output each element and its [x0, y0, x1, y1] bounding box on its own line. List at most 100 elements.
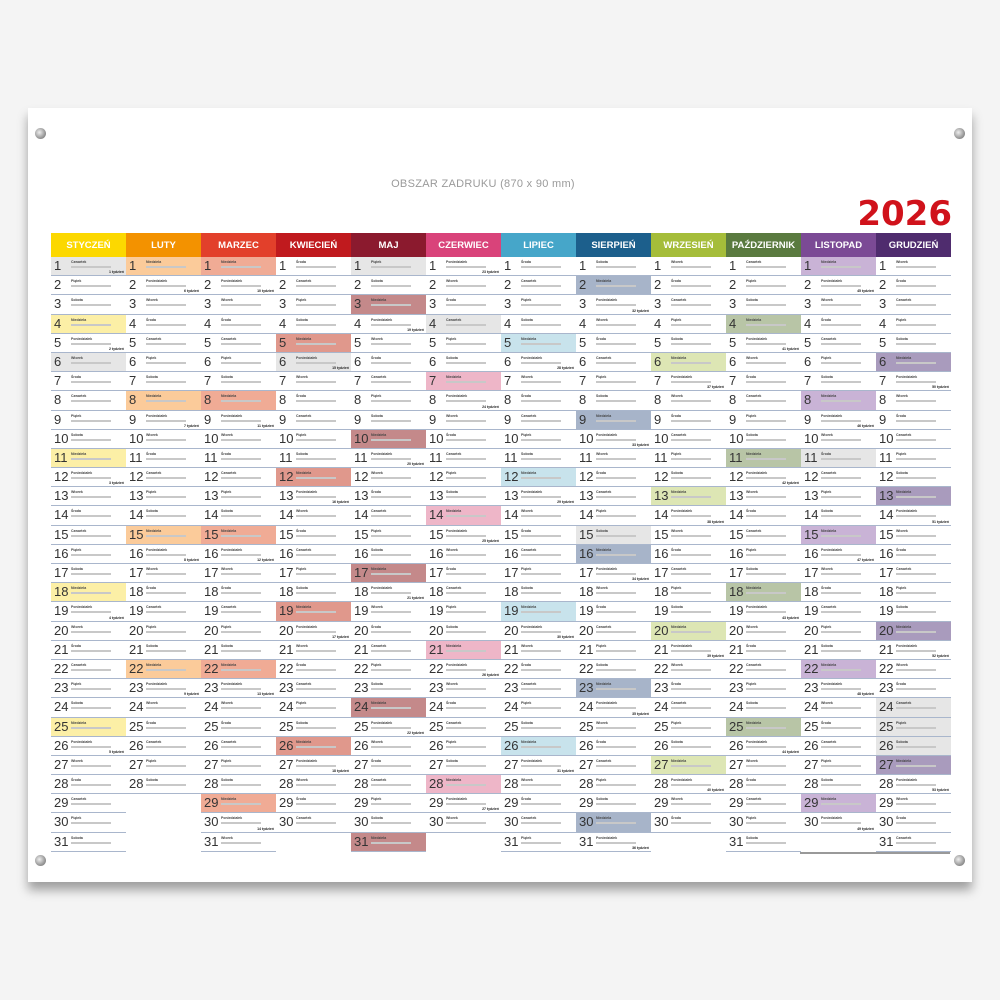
day-cell[interactable]: 11 Sobota [501, 449, 576, 469]
day-cell[interactable]: 14 Sobota [201, 506, 276, 526]
day-cell[interactable]: 6 Wtorek [51, 352, 126, 373]
day-cell[interactable]: 31 Sobota [51, 833, 126, 852]
day-cell[interactable]: 13 Wtorek [51, 487, 126, 507]
day-cell[interactable]: 26 Piątek [426, 737, 501, 756]
day-cell[interactable]: 22 Wtorek [876, 660, 951, 680]
day-cell[interactable]: 23 Środa [876, 679, 951, 699]
day-cell[interactable]: 9 Piątek [726, 411, 801, 430]
day-cell[interactable]: 8 Poniedziałek 24 tydzień [426, 391, 501, 411]
day-cell[interactable]: 4 Środa [126, 315, 201, 334]
day-cell[interactable]: 11 Wtorek [576, 449, 651, 469]
day-cell[interactable]: 9 Niedziela [576, 410, 651, 430]
day-cell[interactable]: 10 Piątek [501, 430, 576, 449]
day-cell[interactable]: 13 Sobota [426, 487, 501, 507]
day-cell[interactable]: 13 Poniedziałek 16 tydzień [276, 487, 351, 507]
day-cell[interactable]: 8 Czwartek [51, 391, 126, 411]
day-cell[interactable]: 23 Sobota [351, 679, 426, 699]
day-cell[interactable]: 18 Niedziela [51, 583, 126, 603]
day-cell[interactable]: 13 Piątek [201, 487, 276, 507]
day-cell[interactable]: 24 Niedziela [351, 698, 426, 718]
day-cell[interactable]: 2 Poniedziałek 45 tydzień [801, 276, 876, 296]
day-cell[interactable]: 2 Czwartek [501, 276, 576, 296]
day-cell[interactable]: 16 Piątek [726, 545, 801, 564]
day-cell[interactable]: 3 Czwartek [876, 295, 951, 315]
day-cell[interactable]: 16 Środa [876, 545, 951, 564]
day-cell[interactable]: 16 Wtorek [426, 545, 501, 564]
day-cell[interactable]: 29 Niedziela [801, 794, 876, 814]
day-cell[interactable]: 23 Piątek [51, 679, 126, 699]
day-cell[interactable]: 14 Sobota [801, 506, 876, 526]
day-cell[interactable]: 27 Wtorek [726, 756, 801, 776]
day-cell[interactable]: 31 Czwartek [876, 833, 951, 852]
day-cell[interactable]: 21 Sobota [801, 641, 876, 660]
day-cell[interactable]: 10 Czwartek [651, 430, 726, 449]
day-cell[interactable]: 25 Piątek [876, 717, 951, 737]
day-cell[interactable]: 7 Wtorek [276, 372, 351, 392]
day-cell[interactable]: 15 Sobota [576, 525, 651, 545]
day-cell[interactable]: 27 Środa [351, 756, 426, 776]
day-cell[interactable]: 23 Czwartek [501, 679, 576, 699]
day-cell[interactable]: 5 Poniedziałek 2 tydzień [51, 334, 126, 353]
day-cell[interactable]: 22 Piątek [351, 660, 426, 680]
day-cell[interactable]: 14 Środa [51, 506, 126, 526]
day-cell[interactable]: 12 Sobota [876, 468, 951, 488]
day-cell[interactable]: 19 Wtorek [351, 602, 426, 622]
day-cell[interactable]: 27 Piątek [126, 756, 201, 776]
day-cell[interactable]: 24 Czwartek [876, 698, 951, 718]
day-cell[interactable]: 1 Poniedziałek 23 tydzień [426, 257, 501, 277]
day-cell[interactable]: 29 Sobota [576, 794, 651, 814]
day-cell[interactable]: 1 Piątek [351, 257, 426, 277]
day-cell[interactable]: 9 Sobota [351, 411, 426, 430]
day-cell[interactable]: 27 Niedziela [876, 755, 951, 776]
day-cell[interactable]: 20 Czwartek [576, 622, 651, 641]
day-cell[interactable]: 14 Czwartek [351, 506, 426, 526]
day-cell[interactable]: 8 Niedziela [201, 391, 276, 411]
day-cell[interactable]: 19 Piątek [426, 602, 501, 622]
day-cell[interactable]: 30 Sobota [351, 813, 426, 833]
day-cell[interactable]: 20 Wtorek [51, 622, 126, 641]
day-cell[interactable]: 9 Czwartek [276, 411, 351, 430]
day-cell[interactable]: 24 Piątek [501, 698, 576, 718]
day-cell[interactable]: 21 Piątek [576, 641, 651, 660]
day-cell[interactable]: 28 Piątek [576, 775, 651, 795]
day-cell[interactable]: 31 Wtorek [201, 833, 276, 852]
day-cell[interactable]: 12 Środa [576, 468, 651, 488]
day-cell[interactable]: 4 Czwartek [426, 314, 501, 334]
day-cell[interactable]: 24 Środa [426, 698, 501, 718]
day-cell[interactable]: 3 Piątek [501, 295, 576, 315]
day-cell[interactable]: 5 Czwartek [126, 334, 201, 353]
day-cell[interactable]: 14 Wtorek [501, 506, 576, 526]
day-cell[interactable]: 15 Wtorek [651, 526, 726, 545]
day-cell[interactable]: 20 Wtorek [726, 622, 801, 641]
day-cell[interactable]: 14 Poniedziałek 51 tydzień [876, 506, 951, 526]
day-cell[interactable]: 7 Poniedziałek 37 tydzień [651, 372, 726, 392]
day-cell[interactable]: 14 Piątek [576, 506, 651, 526]
day-cell[interactable]: 4 Sobota [501, 315, 576, 334]
day-cell[interactable]: 1 Wtorek [651, 257, 726, 277]
day-cell[interactable]: 2 Wtorek [426, 276, 501, 296]
day-cell[interactable]: 21 Poniedziałek 39 tydzień [651, 641, 726, 660]
day-cell[interactable]: 26 Poniedziałek 5 tydzień [51, 737, 126, 756]
day-cell[interactable]: 11 Poniedziałek 20 tydzień [351, 449, 426, 469]
day-cell[interactable]: 31 Niedziela [351, 832, 426, 852]
day-cell[interactable]: 9 Poniedziałek 7 tydzień [126, 411, 201, 430]
day-cell[interactable]: 11 Czwartek [426, 449, 501, 469]
day-cell[interactable]: 28 Sobota [126, 775, 201, 795]
day-cell[interactable]: 11 Niedziela [726, 448, 801, 469]
day-cell[interactable]: 23 Wtorek [426, 679, 501, 699]
day-cell[interactable]: 11 Środa [801, 448, 876, 469]
day-cell[interactable]: 19 Czwartek [126, 602, 201, 622]
day-cell[interactable]: 27 Piątek [201, 756, 276, 776]
day-cell[interactable]: 14 Poniedziałek 38 tydzień [651, 506, 726, 526]
day-cell[interactable]: 19 Środa [576, 602, 651, 622]
day-cell[interactable]: 25 Czwartek [426, 718, 501, 737]
day-cell[interactable]: 30 Poniedziałek 49 tydzień [801, 813, 876, 833]
day-cell[interactable]: 6 Niedziela [651, 352, 726, 373]
day-cell[interactable]: 28 Czwartek [351, 775, 426, 795]
day-cell[interactable]: 4 Wtorek [576, 315, 651, 334]
day-cell[interactable]: 29 Środa [276, 794, 351, 814]
day-cell[interactable]: 15 Poniedziałek 25 tydzień [426, 526, 501, 545]
day-cell[interactable]: 30 Poniedziałek 14 tydzień [201, 813, 276, 833]
day-cell[interactable]: 4 Piątek [876, 315, 951, 334]
day-cell[interactable]: 1 Niedziela [126, 257, 201, 277]
